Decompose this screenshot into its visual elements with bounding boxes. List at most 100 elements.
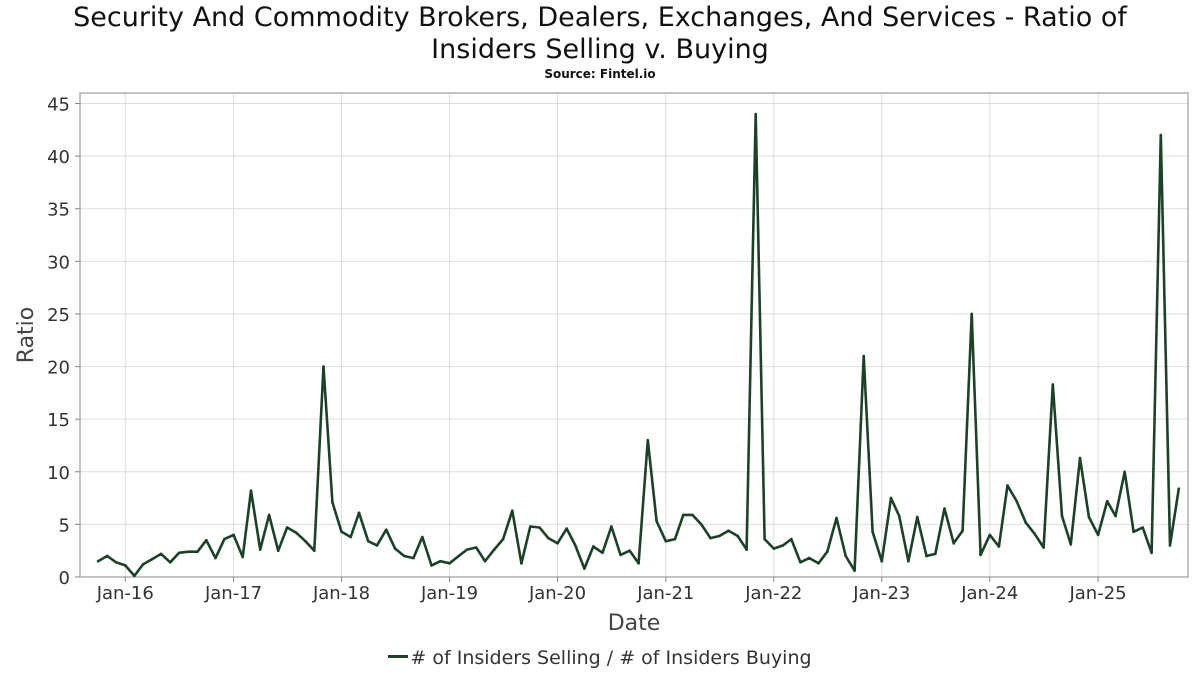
data-point (915, 515, 919, 519)
data-point (835, 516, 838, 520)
data-point (646, 438, 650, 442)
data-point (421, 535, 424, 539)
data-point (384, 528, 388, 531)
data-point (96, 559, 100, 563)
data-point (457, 554, 461, 558)
data-point (826, 550, 829, 554)
data-point (1015, 499, 1018, 503)
data-point (538, 526, 541, 529)
grid-lines (80, 93, 1188, 578)
data-point (709, 536, 712, 540)
series-line-0 (97, 112, 1181, 578)
data-point (592, 545, 595, 548)
y-tick-label: 20 (47, 358, 70, 379)
data-point (1132, 530, 1135, 534)
data-point (547, 536, 550, 540)
data-point (844, 554, 847, 558)
data-point (186, 550, 190, 554)
legend-series-label: # of Insiders Selling / # of Insiders Bu… (410, 647, 812, 669)
x-tick-label: Jan-25 (1068, 583, 1126, 604)
data-point (637, 562, 640, 565)
data-point (1141, 526, 1145, 529)
data-point (1006, 484, 1009, 487)
data-point (1105, 499, 1109, 503)
data-point (439, 559, 442, 563)
data-point (520, 562, 523, 565)
series-layer (96, 112, 1181, 578)
x-tick-label: Jan-22 (744, 583, 802, 604)
data-point (1150, 551, 1153, 555)
data-point (943, 507, 946, 510)
data-point (285, 526, 289, 529)
y-tick-label: 10 (47, 463, 70, 484)
data-point (745, 548, 748, 551)
chart-title-line-2: Insiders Selling v. Buying (431, 34, 769, 65)
data-point (889, 496, 893, 500)
data-point (772, 547, 776, 550)
data-point (529, 525, 532, 528)
data-point (241, 555, 245, 559)
data-point (375, 544, 379, 547)
x-tick-label: Jan-17 (204, 583, 262, 604)
x-tick-label: Jan-16 (96, 583, 154, 604)
data-point (718, 534, 721, 538)
data-point (880, 559, 884, 563)
y-tick-label: 0 (59, 568, 70, 589)
data-point (313, 549, 316, 552)
data-point (430, 564, 433, 567)
data-point (979, 553, 982, 557)
data-point (133, 574, 136, 578)
data-point (1123, 470, 1126, 474)
data-point (402, 554, 406, 558)
data-point (1060, 514, 1064, 518)
data-point (807, 556, 811, 560)
data-point (573, 544, 577, 547)
plot-border (79, 92, 1189, 578)
data-point (232, 533, 235, 537)
data-point (763, 537, 766, 541)
data-point (988, 533, 992, 537)
data-point (114, 560, 118, 564)
data-point (997, 545, 1001, 548)
data-point (258, 548, 262, 551)
data-point (691, 513, 694, 517)
y-tick-label: 15 (47, 410, 70, 431)
data-point (159, 552, 163, 556)
y-tick-label: 25 (47, 305, 70, 326)
y-tick-label: 45 (47, 95, 70, 116)
y-tick-label: 40 (47, 147, 70, 168)
data-point (1087, 515, 1091, 519)
data-point (393, 547, 397, 550)
x-tick-label: Jan-18 (312, 583, 370, 604)
x-axis: Jan-16 Jan-17 Jan-18 Jan-19 Jan-20 Jan-21 Jan-… (96, 577, 1127, 604)
legend: # of Insiders Selling / # of Insiders Bu… (0, 647, 1200, 669)
data-point (141, 563, 145, 566)
data-point (276, 549, 280, 552)
data-point (196, 550, 199, 554)
data-point (853, 569, 856, 572)
data-point (681, 513, 685, 517)
y-tick-label: 35 (47, 200, 70, 221)
data-point (610, 525, 613, 528)
data-point (673, 537, 677, 541)
y-axis-label: Ratio (14, 307, 39, 363)
data-point (961, 529, 964, 533)
data-point (970, 312, 974, 316)
data-point (871, 530, 874, 534)
data-point (664, 539, 668, 543)
data-point (331, 500, 334, 504)
data-point (1024, 520, 1027, 524)
x-tick-label: Jan-20 (528, 583, 586, 604)
x-tick-label: Jan-21 (636, 583, 694, 604)
data-point (897, 514, 901, 518)
data-point (628, 549, 632, 552)
data-point (474, 546, 478, 549)
data-point (556, 542, 559, 545)
data-point (214, 556, 217, 560)
data-point (925, 554, 928, 558)
data-point (907, 559, 910, 563)
data-point (1033, 532, 1037, 536)
x-tick-label: Jan-24 (960, 583, 1018, 604)
data-point (1078, 456, 1082, 460)
chart-subtitle: Source: Fintel.io (544, 67, 656, 81)
